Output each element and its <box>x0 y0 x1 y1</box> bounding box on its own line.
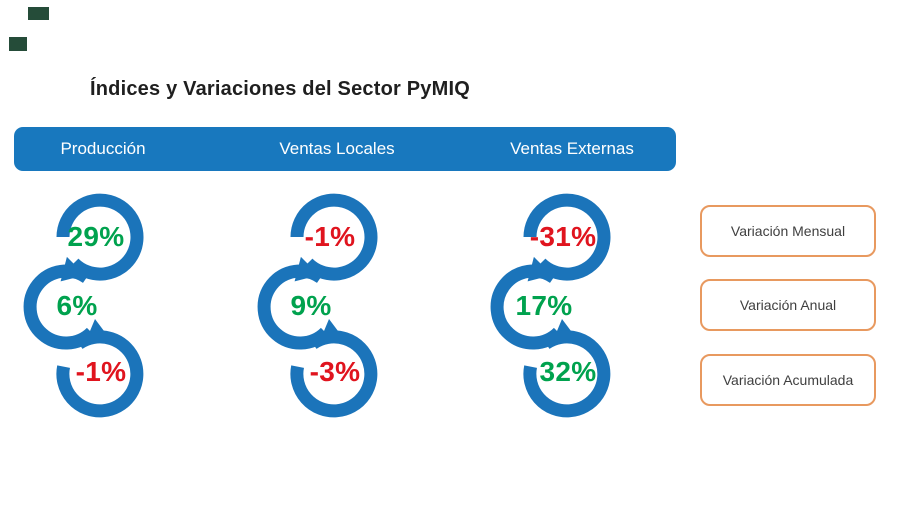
value-ventas-externas-anual: 17% <box>515 290 573 321</box>
legend-label: Variación Anual <box>739 297 837 313</box>
value-ventas-locales-acumulada: -3% <box>309 356 361 387</box>
cycle-arrow-bottom <box>56 330 144 418</box>
cycle-ventas-externas: -31% 17% 32% <box>490 188 645 433</box>
legend-variacion-anual: Variación Anual <box>700 279 876 331</box>
cycle-produccion: 29% 6% -1% <box>23 188 178 433</box>
cycle-arrow-middle <box>490 264 564 350</box>
value-produccion-acumulada: -1% <box>75 356 127 387</box>
cycle-arrow-middle <box>257 264 331 350</box>
header-column-ventas-externas: Ventas Externas <box>510 139 634 158</box>
cycle-arrow-bottom <box>290 330 378 418</box>
cycle-arrow-bottom <box>523 330 611 418</box>
legend-label: Variación Acumulada <box>722 372 854 388</box>
value-produccion-anual: 6% <box>56 290 98 321</box>
header-column-produccion: Producción <box>60 139 146 158</box>
logo-fragment-bottom <box>9 37 27 51</box>
value-ventas-locales-mensual: -1% <box>304 221 356 252</box>
header-column-ventas-locales: Ventas Locales <box>279 139 395 158</box>
cycle-arrow-top <box>290 193 378 281</box>
cycle-arrows-graphic <box>490 193 611 418</box>
value-produccion-mensual: 29% <box>67 221 125 252</box>
legend-variacion-mensual: Variación Mensual <box>700 205 876 257</box>
page-title: Índices y Variaciones del Sector PyMIQ <box>90 78 470 100</box>
value-ventas-locales-anual: 9% <box>290 290 332 321</box>
logo-fragment-top <box>28 7 49 20</box>
cycle-ventas-locales: -1% 9% -3% <box>257 188 412 433</box>
legend-variacion-acumulada: Variación Acumulada <box>700 354 876 406</box>
legend-label: Variación Mensual <box>730 223 846 239</box>
cycle-arrow-middle <box>23 264 97 350</box>
value-ventas-externas-mensual: -31% <box>529 221 597 252</box>
cycle-arrow-top <box>523 193 611 281</box>
cycle-arrows-graphic <box>257 193 378 418</box>
cycle-arrows-graphic <box>23 193 144 418</box>
header-bar: Producción Ventas Locales Ventas Externa… <box>14 127 676 171</box>
cycle-arrow-top <box>56 193 144 281</box>
value-ventas-externas-acumulada: 32% <box>539 356 597 387</box>
